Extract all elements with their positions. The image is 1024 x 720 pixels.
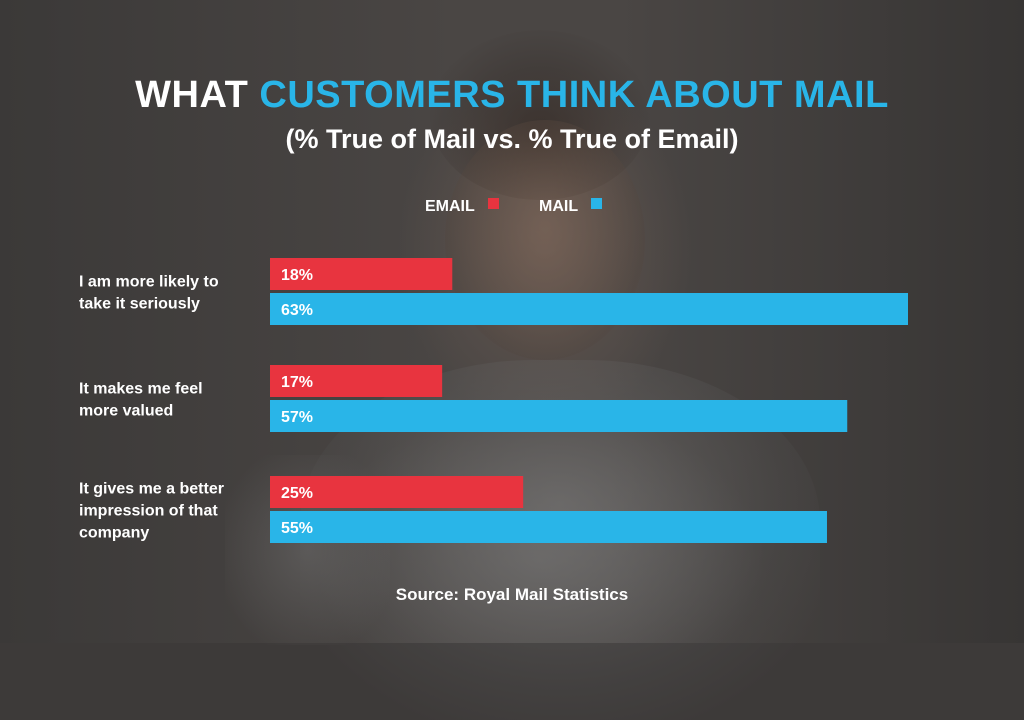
bar-mail — [270, 511, 827, 543]
category-label-line: I am more likely to — [79, 274, 219, 291]
bar-mail — [270, 400, 848, 432]
data-label-mail: 57% — [281, 409, 313, 426]
data-label-email: 18% — [281, 267, 313, 284]
category-label: I am more likely to take it seriously — [79, 274, 219, 313]
legend-swatch-mail — [591, 198, 602, 209]
chart-title-accent: CUSTOMERS THINK ABOUT MAIL — [259, 74, 889, 116]
category-label-line: impression of that — [79, 503, 218, 520]
chart-bars: I am more likely to take it seriously 18% 6… — [79, 258, 908, 543]
bar-email — [270, 258, 453, 290]
chart-title: WHAT CUSTOMERS THINK ABOUT MAIL — [0, 74, 1024, 117]
category-label-line: more valued — [79, 403, 173, 420]
category-label: It gives me a better impression of that co… — [79, 481, 224, 542]
chart-title-plain: WHAT — [135, 74, 260, 116]
chart-legend: EMAIL MAIL — [425, 198, 602, 215]
bar-chart: EMAIL MAIL I am more likely to take it ser… — [79, 198, 908, 543]
data-label-mail: 55% — [281, 520, 313, 537]
data-label-email: 17% — [281, 374, 313, 391]
category-label-line: It makes me feel — [79, 381, 203, 398]
category-label-line: company — [79, 525, 149, 542]
category-label-line: It gives me a better — [79, 481, 224, 498]
category-label: It makes me feel more valued — [79, 381, 203, 420]
legend-label-email: EMAIL — [425, 198, 475, 215]
legend-label-mail: MAIL — [539, 198, 578, 215]
legend-swatch-email — [488, 198, 499, 209]
chart-subtitle: (% True of Mail vs. % True of Email) — [285, 124, 739, 154]
bar-email — [270, 476, 524, 508]
source-note: Source: Royal Mail Statistics — [395, 585, 629, 604]
data-label-email: 25% — [281, 485, 313, 502]
category-label-line: take it seriously — [79, 296, 200, 313]
bar-email — [270, 365, 443, 397]
data-label-mail: 63% — [281, 302, 313, 319]
bar-mail — [270, 293, 908, 325]
